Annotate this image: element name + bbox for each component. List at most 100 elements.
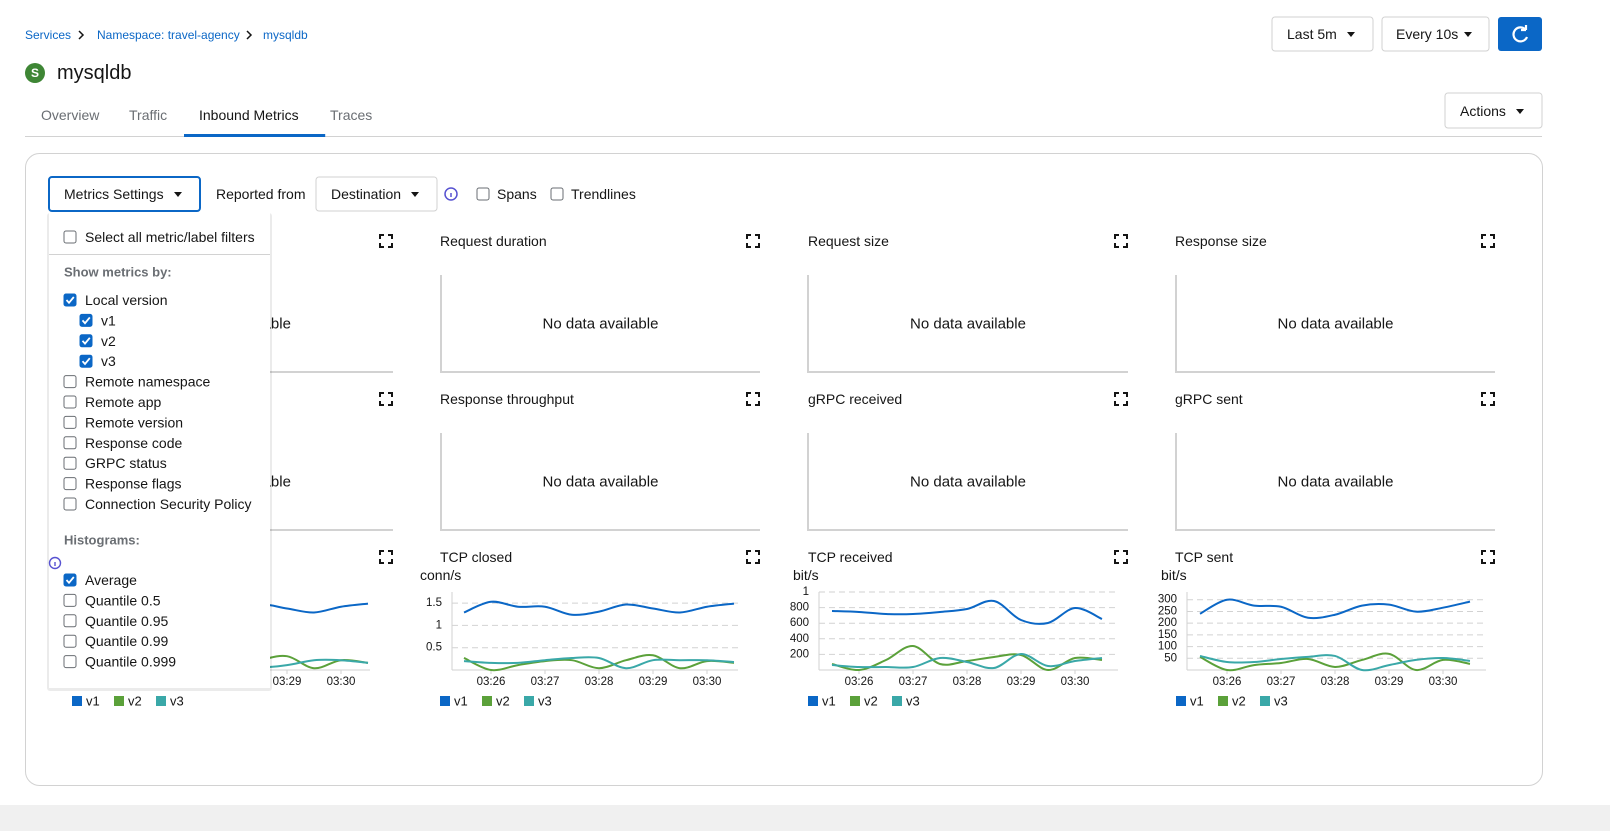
y-axis-unit: bit/s bbox=[1161, 567, 1187, 583]
checkbox[interactable] bbox=[63, 634, 77, 648]
checkbox[interactable] bbox=[63, 415, 77, 429]
checkbox[interactable] bbox=[63, 293, 77, 307]
checkmark bbox=[65, 296, 75, 305]
menu-option-label[interactable]: GRPC status bbox=[85, 455, 167, 471]
menu-option-label[interactable]: Remote namespace bbox=[85, 374, 211, 390]
refresh-interval-select[interactable] bbox=[1381, 16, 1490, 52]
checkbox[interactable] bbox=[79, 334, 93, 348]
menu-option-label[interactable]: Quantile 0.999 bbox=[85, 654, 176, 670]
trendlines-label[interactable]: Trendlines bbox=[571, 186, 636, 202]
checkbox[interactable] bbox=[63, 456, 77, 470]
expand-icon[interactable] bbox=[746, 392, 760, 406]
expand-icon[interactable] bbox=[746, 550, 760, 564]
menu-option-label[interactable]: Quantile 0.95 bbox=[85, 613, 168, 629]
panel-title: Request size bbox=[808, 233, 889, 249]
time-range-select[interactable] bbox=[1271, 16, 1374, 52]
checkmark bbox=[65, 576, 75, 585]
menu-heading: Show metrics by: bbox=[64, 265, 172, 280]
series-line bbox=[463, 656, 735, 670]
info-icon bbox=[444, 187, 458, 201]
checkbox[interactable] bbox=[79, 313, 93, 327]
checkbox[interactable] bbox=[63, 655, 77, 669]
checkbox[interactable] bbox=[63, 573, 77, 587]
x-tick-label: 03:29 bbox=[639, 676, 668, 688]
refresh-button[interactable] bbox=[1498, 17, 1542, 51]
series-line bbox=[463, 600, 735, 616]
menu-option-label[interactable]: Quantile 0.5 bbox=[85, 592, 161, 608]
expand-icon[interactable] bbox=[1114, 550, 1128, 564]
x-tick-label: 03:26 bbox=[1213, 676, 1242, 688]
checkbox[interactable] bbox=[550, 187, 564, 201]
menu-option-label[interactable]: Local version bbox=[85, 292, 168, 308]
time-range-label[interactable]: Last 5m bbox=[1287, 26, 1337, 42]
no-data-message: No data available bbox=[543, 474, 659, 491]
checkbox[interactable] bbox=[476, 187, 490, 201]
refresh-interval-label[interactable]: Every 10s bbox=[1396, 26, 1458, 42]
tab[interactable]: Overview bbox=[41, 107, 100, 123]
legend-label: v1 bbox=[454, 694, 468, 709]
spans-label[interactable]: Spans bbox=[497, 186, 537, 202]
expand-icon[interactable] bbox=[1481, 550, 1495, 564]
y-tick-label: 200 bbox=[790, 648, 809, 660]
no-data-message: No data available bbox=[543, 316, 659, 333]
caret-icon bbox=[1516, 109, 1524, 114]
checkmark bbox=[81, 337, 91, 345]
menu-option-label[interactable]: Response flags bbox=[85, 476, 182, 492]
reported-from-select[interactable] bbox=[315, 176, 438, 212]
select-all-label[interactable]: Select all metric/label filters bbox=[85, 229, 255, 245]
menu-option-label[interactable]: v1 bbox=[101, 312, 116, 328]
expand-icon[interactable] bbox=[1481, 234, 1495, 248]
tab[interactable]: Traces bbox=[330, 107, 372, 123]
legend-swatch bbox=[524, 696, 534, 706]
menu-option-label[interactable]: Remote version bbox=[85, 414, 183, 430]
expand-icon[interactable] bbox=[1114, 392, 1128, 406]
panel-frame bbox=[1175, 275, 1495, 373]
menu-option-label[interactable]: Quantile 0.99 bbox=[85, 633, 168, 649]
x-tick-label: 03:28 bbox=[585, 676, 614, 688]
checkbox[interactable] bbox=[63, 395, 77, 409]
menu-option-label[interactable]: Average bbox=[85, 572, 137, 588]
reported-from-value[interactable]: Destination bbox=[331, 186, 401, 202]
menu-option-label[interactable]: Remote app bbox=[85, 394, 161, 410]
checkbox[interactable] bbox=[63, 614, 77, 628]
legend-swatch bbox=[1260, 696, 1270, 706]
legend-swatch bbox=[114, 696, 124, 706]
checkmark bbox=[81, 316, 91, 325]
checkbox[interactable] bbox=[63, 375, 77, 389]
expand-icon[interactable] bbox=[1481, 392, 1495, 406]
expand-icon[interactable] bbox=[746, 234, 760, 248]
expand-icon[interactable] bbox=[379, 550, 393, 564]
expand-icon[interactable] bbox=[1114, 234, 1128, 248]
expand-icon[interactable] bbox=[379, 234, 393, 248]
breadcrumb-link[interactable]: Namespace: travel-agency bbox=[97, 28, 240, 42]
x-tick-label: 03:27 bbox=[531, 676, 560, 688]
no-data-message: No data available bbox=[1278, 316, 1394, 333]
actions-label[interactable]: Actions bbox=[1460, 103, 1506, 119]
breadcrumb-link[interactable]: mysqldb bbox=[263, 28, 308, 42]
legend-label: v2 bbox=[1232, 694, 1246, 709]
breadcrumb-link[interactable]: Services bbox=[25, 28, 71, 42]
checkbox[interactable] bbox=[79, 354, 93, 368]
y-tick-label: 800 bbox=[790, 602, 809, 614]
metrics-settings-label[interactable]: Metrics Settings bbox=[64, 186, 164, 202]
legend-label: v3 bbox=[1274, 694, 1288, 709]
menu-option-label[interactable]: Connection Security Policy bbox=[85, 496, 252, 512]
tab[interactable]: Traffic bbox=[129, 107, 167, 123]
checkbox[interactable] bbox=[63, 593, 77, 607]
checkbox[interactable] bbox=[63, 497, 77, 511]
tab-active[interactable]: Inbound Metrics bbox=[199, 107, 299, 123]
page-footer-band bbox=[0, 805, 1610, 831]
menu-option-label[interactable]: v2 bbox=[101, 333, 116, 349]
actions-button[interactable] bbox=[1444, 92, 1543, 129]
checkbox[interactable] bbox=[63, 436, 77, 450]
menu-panel bbox=[49, 213, 270, 688]
series-line bbox=[1199, 652, 1471, 672]
expand-icon[interactable] bbox=[379, 392, 393, 406]
chart-title: TCP sent bbox=[1175, 549, 1233, 565]
y-tick-label: 400 bbox=[790, 633, 809, 645]
menu-option-label[interactable]: v3 bbox=[101, 353, 116, 369]
metrics-settings-button[interactable] bbox=[48, 176, 201, 212]
menu-option-label[interactable]: Response code bbox=[85, 435, 183, 451]
checkbox[interactable] bbox=[63, 477, 77, 491]
checkbox[interactable] bbox=[63, 230, 77, 244]
